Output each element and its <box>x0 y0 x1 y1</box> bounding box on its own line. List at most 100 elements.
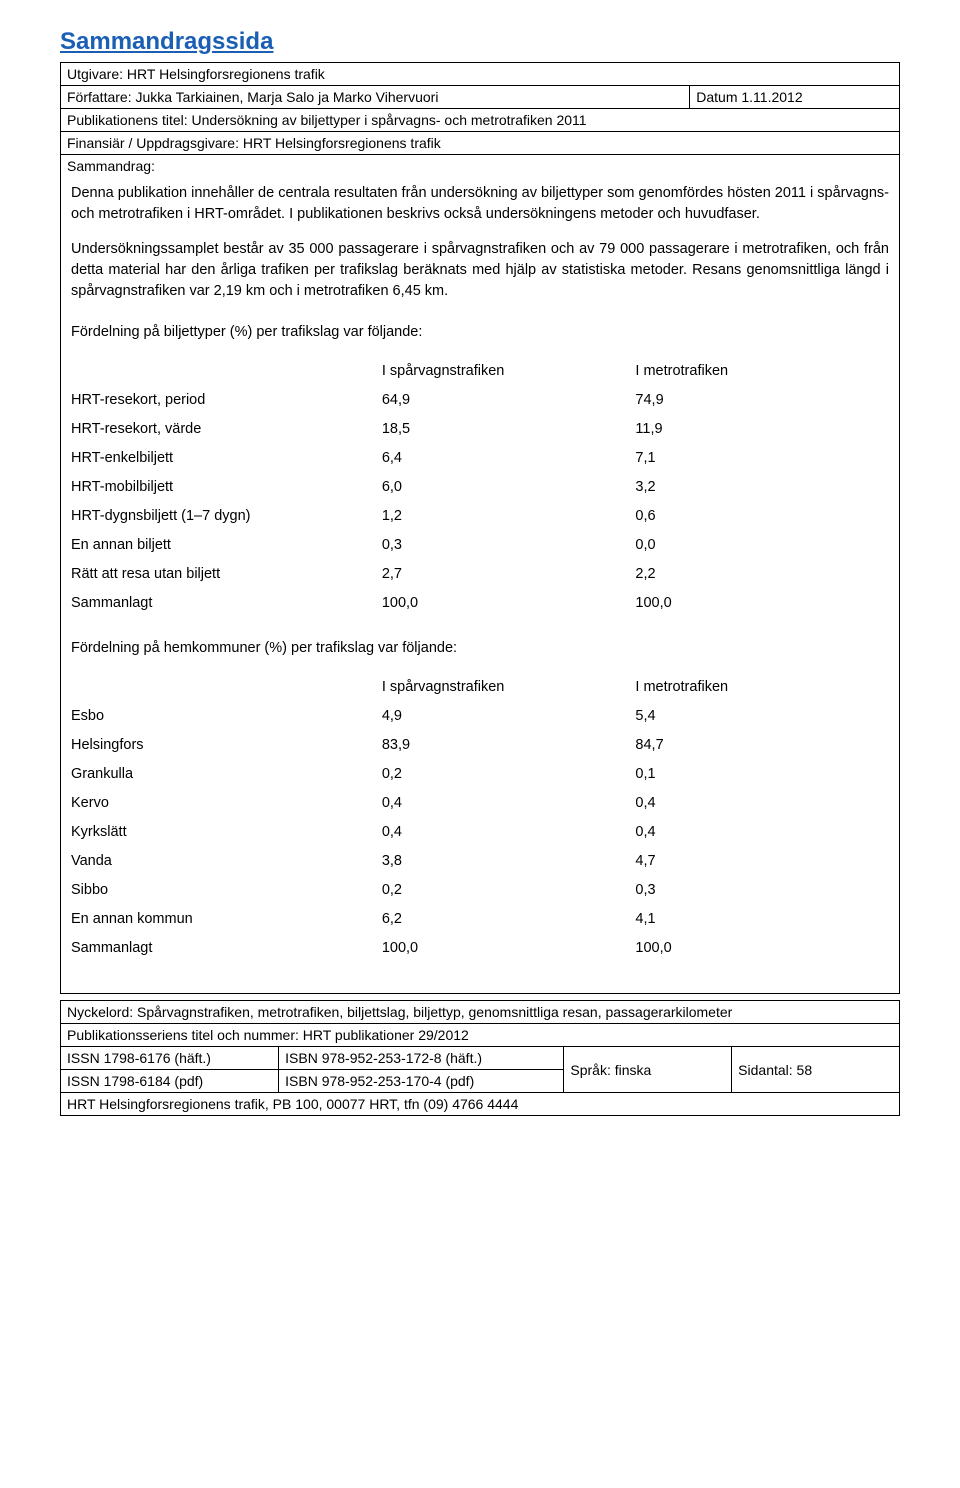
table-cell: HRT-enkelbiljett <box>71 444 382 473</box>
table-cell: En annan kommun <box>71 905 382 934</box>
table-cell: 0,4 <box>382 818 636 847</box>
col-metro: I metrotrafiken <box>635 357 889 386</box>
publisher-cell: Utgivare: HRT Helsingforsregionens trafi… <box>61 63 900 86</box>
table-cell: 100,0 <box>382 934 636 963</box>
table-home-municipalities: I spårvagnstrafiken I metrotrafiken Esbo… <box>71 673 889 963</box>
table-row: HRT-resekort, period64,974,9 <box>71 386 889 415</box>
keywords-cell: Nyckelord: Spårvagnstrafiken, metrotrafi… <box>61 1001 900 1024</box>
footer-table: Nyckelord: Spårvagnstrafiken, metrotrafi… <box>60 1000 900 1116</box>
table-cell: 100,0 <box>635 934 889 963</box>
table-cell: Sammanlagt <box>71 589 382 618</box>
table-row: HRT-dygnsbiljett (1–7 dygn)1,20,6 <box>71 502 889 531</box>
summary-body: Denna publikation innehåller de centrala… <box>60 177 900 994</box>
table-cell: HRT-mobilbiljett <box>71 473 382 502</box>
table-cell: 0,2 <box>382 876 636 905</box>
table-cell: 3,2 <box>635 473 889 502</box>
table-row: Kervo0,40,4 <box>71 789 889 818</box>
table-cell: 83,9 <box>382 731 636 760</box>
table-cell: 7,1 <box>635 444 889 473</box>
table-cell: 6,4 <box>382 444 636 473</box>
table-cell: 1,2 <box>382 502 636 531</box>
table-cell: 100,0 <box>635 589 889 618</box>
table-cell: 0,1 <box>635 760 889 789</box>
table-cell: Esbo <box>71 702 382 731</box>
table-cell: 5,4 <box>635 702 889 731</box>
paragraph-2: Undersökningssamplet består av 35 000 pa… <box>71 239 889 302</box>
col-tram: I spårvagnstrafiken <box>382 357 636 386</box>
lang-cell: Språk: finska <box>564 1047 732 1093</box>
table-cell: Sibbo <box>71 876 382 905</box>
financier-cell: Finansiär / Uppdragsgivare: HRT Helsingf… <box>61 132 900 155</box>
table-row: HRT-mobilbiljett6,03,2 <box>71 473 889 502</box>
col-metro: I metrotrafiken <box>635 673 889 702</box>
table-row: Rätt att resa utan biljett2,72,2 <box>71 560 889 589</box>
table-row: HRT-enkelbiljett6,47,1 <box>71 444 889 473</box>
table-cell: 0,3 <box>635 876 889 905</box>
isbn2-cell: ISBN 978-952-253-170-4 (pdf) <box>279 1070 564 1093</box>
table-cell: 0,3 <box>382 531 636 560</box>
table-cell: 4,9 <box>382 702 636 731</box>
table-cell: Helsingfors <box>71 731 382 760</box>
table-cell: 11,9 <box>635 415 889 444</box>
table-cell: 4,7 <box>635 847 889 876</box>
table-ticket-types: I spårvagnstrafiken I metrotrafiken HRT-… <box>71 357 889 618</box>
table-cell: Kyrkslätt <box>71 818 382 847</box>
table-cell: 2,2 <box>635 560 889 589</box>
table-row: Esbo4,95,4 <box>71 702 889 731</box>
table-row: Grankulla0,20,1 <box>71 760 889 789</box>
table-cell: HRT-dygnsbiljett (1–7 dygn) <box>71 502 382 531</box>
series-cell: Publikationsseriens titel och nummer: HR… <box>61 1024 900 1047</box>
table1-heading: Fördelning på biljettyper (%) per trafik… <box>71 322 889 343</box>
table-cell: HRT-resekort, värde <box>71 415 382 444</box>
table-cell: 18,5 <box>382 415 636 444</box>
meta-table: Utgivare: HRT Helsingforsregionens trafi… <box>60 62 900 177</box>
table-cell: Rätt att resa utan biljett <box>71 560 382 589</box>
page-title: Sammandragssida <box>60 28 900 56</box>
issn1-cell: ISSN 1798-6176 (häft.) <box>61 1047 279 1070</box>
paragraph-1: Denna publikation innehåller de centrala… <box>71 183 889 225</box>
authors-cell: Författare: Jukka Tarkiainen, Marja Salo… <box>61 86 690 109</box>
pages-cell: Sidantal: 58 <box>732 1047 900 1093</box>
table-cell: HRT-resekort, period <box>71 386 382 415</box>
table-cell: 0,6 <box>635 502 889 531</box>
table2-heading: Fördelning på hemkommuner (%) per trafik… <box>71 638 889 659</box>
col-blank <box>71 673 382 702</box>
table-cell: 2,7 <box>382 560 636 589</box>
table-cell: 0,2 <box>382 760 636 789</box>
table-cell: 0,4 <box>635 789 889 818</box>
isbn1-cell: ISBN 978-952-253-172-8 (häft.) <box>279 1047 564 1070</box>
table-cell: En annan biljett <box>71 531 382 560</box>
table-row: Sammanlagt100,0100,0 <box>71 934 889 963</box>
table-cell: 84,7 <box>635 731 889 760</box>
table-cell: 6,2 <box>382 905 636 934</box>
contact-cell: HRT Helsingforsregionens trafik, PB 100,… <box>61 1093 900 1116</box>
table-cell: 6,0 <box>382 473 636 502</box>
table-row: HRT-resekort, värde18,511,9 <box>71 415 889 444</box>
table-cell: 3,8 <box>382 847 636 876</box>
table-row: Vanda3,84,7 <box>71 847 889 876</box>
date-cell: Datum 1.11.2012 <box>690 86 900 109</box>
table-cell: 100,0 <box>382 589 636 618</box>
table-row: Helsingfors83,984,7 <box>71 731 889 760</box>
table-row: En annan biljett0,30,0 <box>71 531 889 560</box>
pubtitle-cell: Publikationens titel: Undersökning av bi… <box>61 109 900 132</box>
col-tram: I spårvagnstrafiken <box>382 673 636 702</box>
table-cell: Vanda <box>71 847 382 876</box>
table-cell: 64,9 <box>382 386 636 415</box>
table-cell: 0,4 <box>382 789 636 818</box>
table-row: Sammanlagt100,0100,0 <box>71 589 889 618</box>
table-cell: 74,9 <box>635 386 889 415</box>
col-blank <box>71 357 382 386</box>
issn2-cell: ISSN 1798-6184 (pdf) <box>61 1070 279 1093</box>
table-cell: 0,4 <box>635 818 889 847</box>
table-row: En annan kommun6,24,1 <box>71 905 889 934</box>
table-cell: 0,0 <box>635 531 889 560</box>
table-cell: Kervo <box>71 789 382 818</box>
table-cell: Sammanlagt <box>71 934 382 963</box>
table-cell: Grankulla <box>71 760 382 789</box>
summary-label-cell: Sammandrag: <box>61 155 900 178</box>
page: Sammandragssida Utgivare: HRT Helsingfor… <box>0 0 960 1146</box>
table-row: Sibbo0,20,3 <box>71 876 889 905</box>
table-row: Kyrkslätt0,40,4 <box>71 818 889 847</box>
table-cell: 4,1 <box>635 905 889 934</box>
